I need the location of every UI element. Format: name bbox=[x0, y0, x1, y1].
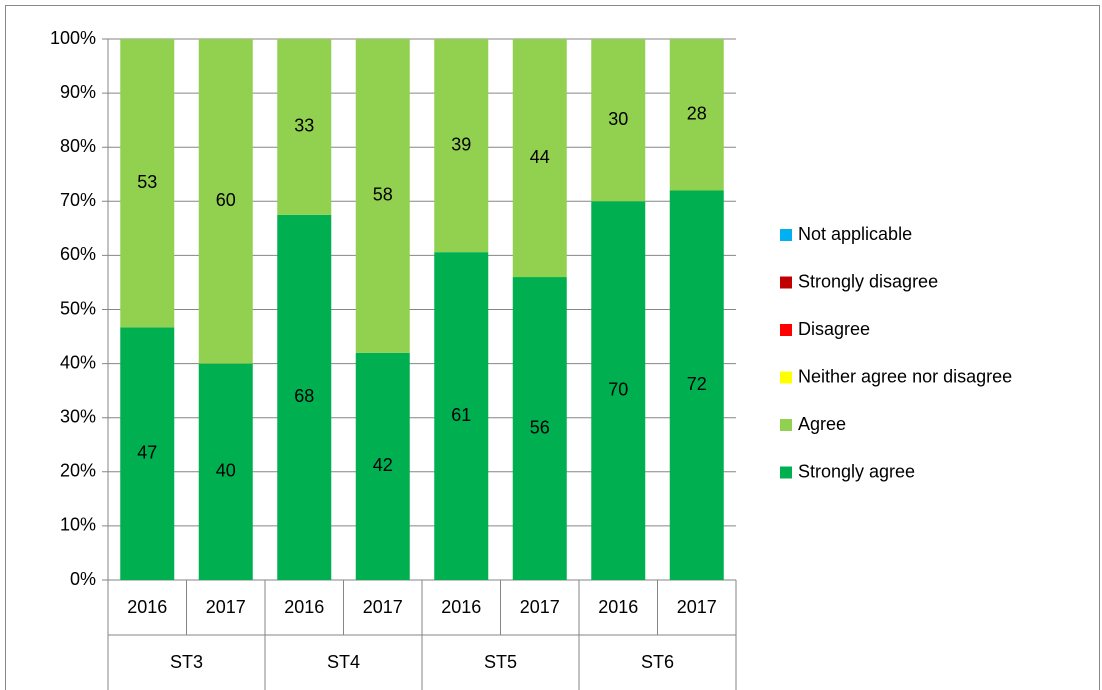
y-tick-label: 50% bbox=[60, 298, 96, 318]
legend-swatch bbox=[780, 466, 792, 479]
data-label: 61 bbox=[451, 405, 471, 425]
legend-label: Disagree bbox=[798, 319, 870, 339]
legend-swatch bbox=[780, 324, 792, 336]
bar-segment bbox=[434, 39, 489, 253]
bar-segment bbox=[512, 277, 567, 580]
data-label: 72 bbox=[687, 374, 707, 394]
x-tick-label: 2017 bbox=[363, 597, 403, 617]
legend-label: Strongly disagree bbox=[798, 271, 938, 291]
data-label: 42 bbox=[373, 455, 393, 475]
bar-segment bbox=[669, 190, 724, 581]
data-label: 30 bbox=[608, 109, 628, 129]
x-tick-label: 2016 bbox=[284, 597, 324, 617]
data-label: 40 bbox=[216, 461, 236, 481]
data-label: 58 bbox=[373, 185, 393, 205]
y-tick-label: 100% bbox=[50, 28, 96, 48]
legend-label: Agree bbox=[798, 414, 846, 434]
legend-label: Not applicable bbox=[798, 224, 912, 244]
bar-segment bbox=[591, 39, 646, 202]
x-tick-label: 2017 bbox=[677, 597, 717, 617]
legend-swatch bbox=[780, 371, 792, 384]
bar-segment bbox=[198, 39, 253, 364]
bar-segment bbox=[198, 363, 253, 580]
x-tick-label: 2017 bbox=[520, 597, 560, 617]
x-tick-label: 2016 bbox=[441, 597, 481, 617]
y-tick-label: 30% bbox=[60, 406, 96, 426]
y-tick-label: 60% bbox=[60, 244, 96, 264]
y-tick-label: 90% bbox=[60, 82, 96, 102]
legend-swatch bbox=[780, 229, 792, 241]
bar-segment bbox=[355, 39, 410, 353]
data-label: 60 bbox=[216, 190, 236, 210]
y-tick-label: 10% bbox=[60, 515, 96, 535]
data-label: 39 bbox=[451, 134, 471, 154]
y-tick-label: 0% bbox=[70, 569, 96, 589]
bar-segment bbox=[512, 39, 567, 278]
data-label: 68 bbox=[294, 386, 314, 406]
data-label: 28 bbox=[687, 103, 707, 123]
y-tick-label: 20% bbox=[60, 461, 96, 481]
group-label: ST5 bbox=[484, 652, 517, 672]
bar-segment bbox=[355, 352, 410, 580]
data-label: 33 bbox=[294, 116, 314, 136]
y-tick-label: 80% bbox=[60, 136, 96, 156]
bar-segment bbox=[277, 214, 332, 580]
bar-segment bbox=[669, 39, 724, 191]
legend-label: Strongly agree bbox=[798, 461, 915, 481]
x-tick-label: 2016 bbox=[127, 597, 167, 617]
data-label: 53 bbox=[137, 172, 157, 192]
data-label: 44 bbox=[530, 147, 550, 167]
bar-segment bbox=[120, 39, 175, 328]
legend-label: Neither agree nor disagree bbox=[798, 366, 1012, 386]
group-label: ST4 bbox=[327, 652, 360, 672]
data-label: 47 bbox=[137, 442, 157, 462]
x-tick-label: 2016 bbox=[598, 597, 638, 617]
bar-segment bbox=[277, 39, 332, 215]
legend-swatch bbox=[780, 419, 792, 431]
data-label: 70 bbox=[608, 379, 628, 399]
y-tick-label: 70% bbox=[60, 190, 96, 210]
x-tick-label: 2017 bbox=[206, 597, 246, 617]
bar-segment bbox=[120, 327, 175, 580]
bar-segment bbox=[591, 201, 646, 581]
data-label: 56 bbox=[530, 417, 550, 437]
group-label: ST3 bbox=[170, 652, 203, 672]
legend-swatch bbox=[780, 276, 792, 289]
group-label: ST6 bbox=[641, 652, 674, 672]
y-tick-label: 40% bbox=[60, 352, 96, 372]
bar-segment bbox=[434, 252, 489, 581]
